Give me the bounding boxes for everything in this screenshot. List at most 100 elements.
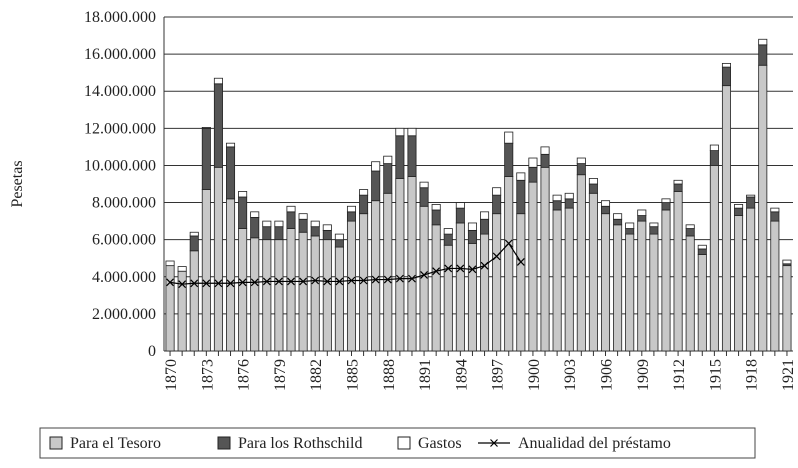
bar-segment [286,211,296,229]
y-tick-label: 16.000.000 [84,46,156,63]
y-axis-label: Pesetas [9,160,26,207]
bar-segment [697,244,707,250]
bar-segment [322,239,332,352]
y-tick-label: 2.000.000 [92,306,156,323]
x-tick-label: 1891 [417,359,434,391]
bar-segment [407,127,417,137]
line-marker [480,261,489,270]
bar-segment [492,194,502,215]
bar-segment [600,205,611,215]
bar-segment [782,259,792,265]
bar-segment [407,176,417,352]
bar-segment [359,213,369,352]
line-marker [311,276,320,285]
bar-segment [516,213,526,352]
bar-segment [516,172,526,181]
bar-segment [576,157,586,164]
bar-segment [467,229,477,244]
bar-segment [625,228,635,235]
bar-segment [492,187,502,196]
x-tick-label: 1906 [599,359,616,391]
bar-segment [770,207,780,213]
bar-segment [709,165,719,352]
line-marker [347,276,356,285]
bar-segment [588,192,598,352]
line-marker [238,278,247,287]
y-tick-label: 6.000.000 [92,232,156,249]
line-marker [408,274,416,283]
bar-segment [734,207,744,216]
bar-segment [504,176,514,352]
bar-segment [455,207,465,224]
bar-segment [746,207,756,352]
bar-segment [540,166,550,352]
bar-segment [274,226,284,241]
bar-segment [467,222,477,231]
bar-segment [310,235,320,352]
bar-segment [371,161,381,172]
legend-marker [490,439,498,447]
y-tick-label: 12.000.000 [84,120,156,137]
bar-segment [600,213,611,352]
bar-segment [298,213,308,220]
x-tick-label: 1918 [744,359,761,391]
bar-segment [504,142,514,177]
bar-segment [443,244,453,352]
bar-segment [383,163,393,194]
bar-segment [310,226,320,237]
bar-segment [201,189,211,352]
bar-segment [492,213,502,352]
x-tick-label: 1885 [344,359,361,391]
line-marker [335,277,344,286]
bar-segment [346,205,357,213]
bar-segment [419,181,429,189]
line-marker [202,279,211,288]
line-marker [420,270,428,279]
bar-segment [758,38,768,46]
line-marker [166,278,174,287]
bar-segment [721,62,731,68]
bar-segment [540,146,550,155]
bar-segment [661,202,671,211]
x-tick-label: 1894 [453,359,470,391]
bar-segment [395,127,405,137]
bar-segment [576,163,586,176]
bar-segment [673,191,683,352]
bar-segment [189,231,199,237]
bar-segment [600,200,611,207]
line-marker [299,277,308,286]
bar-segment [407,135,417,177]
bar-segment [613,218,623,226]
bar-segment [697,254,707,352]
bar-segment [274,239,284,352]
bar-segment [395,178,405,352]
bar-segment [298,218,308,233]
bar-segment [528,181,538,352]
bar-segment [758,64,768,352]
legend-label: Gastos [418,435,462,452]
bar-segment [455,222,465,352]
line-marker [516,258,525,266]
bar-segment [564,207,574,352]
y-tick-label: 14.000.000 [84,83,156,100]
bar-segment [443,228,453,235]
bar-segment [359,194,369,215]
bar-segment [213,83,223,168]
bar-segment [637,220,647,352]
x-tick-label: 1873 [199,359,216,391]
bar-segment [443,233,453,246]
y-tick-label: 8.000.000 [92,195,156,212]
bar-segment [685,224,695,229]
bar-segment [661,198,671,203]
line-marker [250,278,259,287]
bar-segment [552,209,562,352]
bar-segment [564,198,574,209]
bar-segment [213,166,223,352]
bar-segment [383,192,393,352]
x-tick-label: 1915 [707,359,724,391]
bar-segment [673,183,683,192]
bar-segment [540,153,550,168]
bar-segment [250,211,260,218]
bar-segment [419,187,429,207]
